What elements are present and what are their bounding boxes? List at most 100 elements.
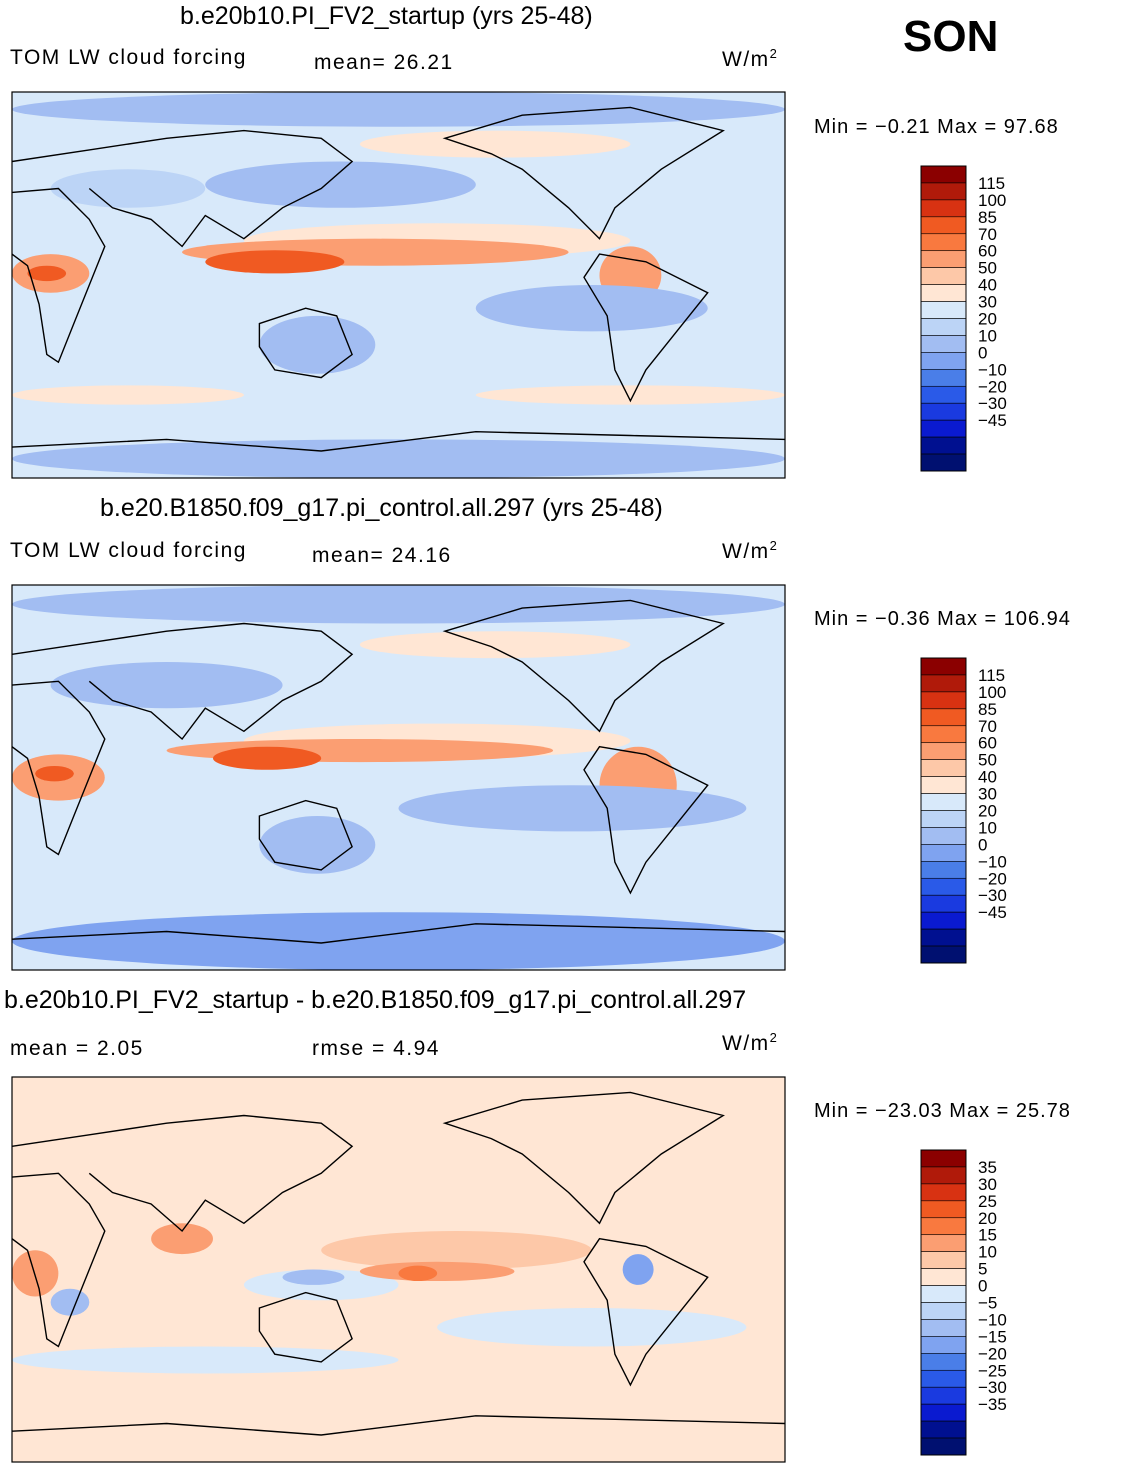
colorbar-frame [920, 657, 967, 964]
colorbar-tick-label: 70 [978, 225, 997, 244]
map-frame [11, 1076, 786, 1463]
colorbar-swatch [920, 385, 967, 404]
colorbar-swatch [920, 945, 967, 964]
map-frame [11, 584, 786, 971]
colorbar-tick-label: −5 [978, 1294, 997, 1313]
colorbar-swatch [920, 284, 967, 302]
colorbar-frame [920, 1149, 967, 1456]
colorbar-tick-label: −20 [978, 1344, 1007, 1363]
panel-3-units: W/m2 [722, 1030, 779, 1055]
colorbar-swatch [920, 250, 967, 268]
colorbar-frame [920, 165, 967, 472]
colorbar-tick-label: −45 [978, 903, 1007, 922]
field-contour-region [212, 746, 322, 770]
panel-2-units: W/m2 [722, 538, 779, 563]
colorbar-tick-label: 85 [978, 700, 997, 719]
map-panel-1 [11, 91, 786, 479]
panel-1-units: W/m2 [722, 46, 779, 71]
colorbar-tick-label: 10 [978, 326, 997, 345]
field-contour-region [12, 385, 244, 405]
field-contour-region [50, 169, 206, 208]
colorbar-tick-label: 50 [978, 751, 997, 770]
colorbar-swatch [920, 861, 967, 879]
colorbar-swatch [920, 1268, 967, 1286]
colorbar-swatch [920, 1302, 967, 1320]
colorbar-tick-label: 30 [978, 293, 997, 312]
field-contour-region [12, 92, 785, 127]
field-contour-region [12, 1346, 399, 1374]
colorbar-swatch [920, 267, 967, 285]
colorbar-tick-label: −30 [978, 394, 1007, 413]
map-field-1 [12, 92, 785, 478]
colorbar-tick-label: −20 [978, 869, 1007, 888]
colorbar-tick-label: 25 [978, 1192, 997, 1211]
colorbar-swatch [920, 199, 967, 218]
panel-3-mean: mean = 2.05 [10, 1037, 144, 1060]
field-contour-region [35, 765, 74, 782]
panel-1-mean: mean= 26.21 [314, 51, 454, 74]
colorbar-swatch [920, 1369, 967, 1388]
colorbar-tick-label: −20 [978, 377, 1007, 396]
field-contour-region [259, 816, 376, 874]
colorbar-swatch [920, 1285, 967, 1303]
colorbar-swatch [920, 708, 967, 727]
colorbar-swatch [920, 844, 967, 862]
colorbar-swatch [920, 436, 967, 455]
colorbar-swatch [920, 911, 967, 930]
colorbar-swatch [920, 369, 967, 387]
colorbar-tick-label: 30 [978, 785, 997, 804]
panel-2-mean: mean= 24.16 [312, 544, 452, 567]
field-contour-region [259, 315, 376, 374]
colorbar-swatch [920, 318, 967, 336]
colorbar-tick-label: 70 [978, 717, 997, 736]
field-contour-region [359, 1261, 515, 1282]
field-contour-region [475, 285, 708, 332]
field-contour-region [398, 1265, 438, 1282]
colorbar-tick-label: 15 [978, 1226, 997, 1245]
colorbar-tick-label: 0 [978, 835, 987, 854]
colorbar-swatch [920, 742, 967, 760]
colorbar-tick-label: 60 [978, 734, 997, 753]
colorbar-tick-label: 60 [978, 242, 997, 261]
colorbar-tick-label: −25 [978, 1361, 1007, 1380]
colorbar-tick-label: 10 [978, 818, 997, 837]
colorbar-tick-label: −10 [978, 360, 1007, 379]
field-contour-region [205, 161, 476, 208]
colorbar-tick-label: −35 [978, 1395, 1007, 1414]
colorbar-swatch [920, 1420, 967, 1439]
panel-3-minmax: Min = −23.03 Max = 25.78 [814, 1100, 1071, 1122]
field-contour-region [12, 912, 785, 970]
colorbar-tick-label: −30 [978, 886, 1007, 905]
colorbar-tick-label: −30 [978, 1378, 1007, 1397]
colorbar-tick-label: 20 [978, 310, 997, 329]
panel-1-title: b.e20b10.PI_FV2_startup (yrs 25-48) [180, 2, 593, 30]
coastline [12, 1091, 785, 1436]
colorbar-swatch [920, 1149, 967, 1168]
colorbar-swatch [920, 1437, 967, 1456]
colorbar-swatch [920, 233, 967, 252]
colorbar-swatch [920, 827, 967, 845]
map-panel-2 [11, 584, 786, 971]
colorbar-tick-label: 115 [978, 666, 1005, 685]
colorbar-swatch [920, 674, 967, 693]
map-panel-3 [11, 1076, 786, 1463]
colorbar-tick-label: −45 [978, 411, 1007, 430]
colorbar-tick-label: 0 [978, 343, 987, 362]
colorbar-swatch [920, 810, 967, 828]
map-frame [11, 91, 786, 479]
field-contour-region [359, 130, 631, 158]
field-contour-region [321, 1231, 592, 1270]
colorbar-swatch [920, 759, 967, 777]
coastline [12, 599, 785, 944]
colorbar-tick-label: 50 [978, 259, 997, 278]
colorbar-tick-label: 100 [978, 191, 1006, 210]
colorbar-swatch [920, 453, 967, 472]
season-label: SON [903, 12, 999, 61]
colorbar-swatch [920, 793, 967, 811]
colorbar-tick-label: 40 [978, 768, 997, 787]
colorbar-tick-label: 20 [978, 802, 997, 821]
colorbar-swatch [920, 1217, 967, 1236]
